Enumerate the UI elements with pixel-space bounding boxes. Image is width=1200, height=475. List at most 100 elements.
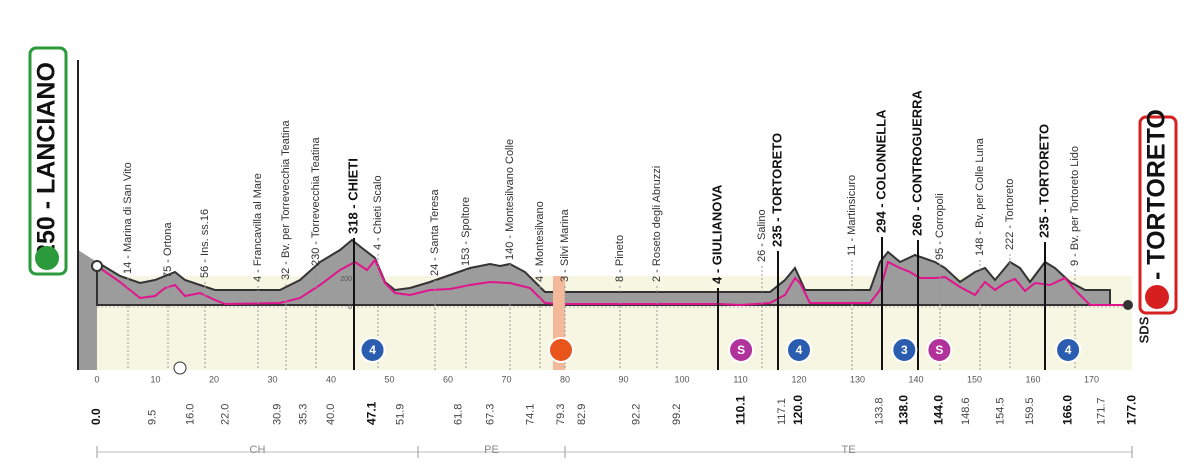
badge-label: 4 — [1065, 343, 1072, 357]
finish-icon — [1145, 285, 1169, 309]
km-label: 30 — [267, 374, 277, 384]
waypoint-label: 9 - Bv. per Tortoreto Lido — [1069, 146, 1081, 266]
distance-label: 47.1 — [365, 401, 379, 425]
distance-label: 154.5 — [995, 397, 1007, 425]
badge-label: S — [737, 343, 745, 357]
waypoint-label: 56 - Ins. ss.16 — [199, 209, 211, 278]
feed-icon — [548, 337, 574, 363]
region-label: PE — [484, 444, 499, 456]
altitude-label: 0 — [348, 304, 352, 311]
distance-label: 177.0 — [1125, 395, 1139, 425]
km-label: 130 — [850, 374, 865, 384]
start-point — [91, 260, 103, 272]
start-label: 250 - LANCIANO — [33, 62, 61, 258]
tunnel-icon — [173, 361, 187, 375]
waypoint-label: 14 - Marina di San Vito — [122, 162, 134, 274]
km-label: 170 — [1084, 374, 1099, 384]
distance-label: 159.5 — [1024, 397, 1036, 425]
distance-label: 0.0 — [89, 408, 103, 425]
distance-label: 51.9 — [395, 404, 407, 425]
distance-label: 120.0 — [791, 395, 805, 425]
waypoint-label: 8 - Pineto — [614, 235, 626, 282]
km-label: 150 — [967, 374, 982, 384]
badge — [926, 337, 953, 363]
waypoint-label: 140 - Montesilvano Colle — [504, 139, 516, 260]
km-label: 0 — [94, 374, 99, 384]
badge-label: 4 — [796, 343, 803, 357]
distance-label: 110.1 — [733, 395, 747, 425]
distance-label: 148.6 — [960, 397, 972, 425]
terrain — [96, 238, 1111, 306]
distance-label: 133.8 — [874, 397, 886, 425]
distance-label: 99.2 — [671, 404, 683, 425]
distance-label: 22.0 — [220, 404, 232, 425]
km-label: 10 — [150, 374, 160, 384]
distance-label: 30.9 — [272, 404, 284, 425]
badge — [1055, 337, 1082, 363]
km-label: 50 — [384, 374, 394, 384]
km-label: 140 — [908, 374, 923, 384]
waypoint-label: 4 - GIULIANOVA — [709, 184, 724, 284]
start-box — [28, 46, 68, 276]
finish-box — [1138, 115, 1178, 315]
badge — [728, 337, 755, 363]
km-label: 160 — [1025, 374, 1040, 384]
waypoint-label: 4 - Montesilvano — [534, 201, 546, 282]
waypoint-label: 4 - Francavilla al Mare — [252, 173, 264, 282]
distance-label: 35.3 — [297, 404, 309, 425]
distance-label: 79.3 — [555, 404, 567, 425]
distance-label: 67.3 — [485, 404, 497, 425]
badge-label: S — [935, 343, 943, 357]
waypoint-label: 222 - Tortoreto — [1004, 179, 1016, 250]
waypoint-label: 4 - Chieti Scalo — [372, 175, 384, 250]
waypoint-label: 2 - Roseto degli Abruzzi — [651, 166, 663, 282]
distance-label: 9.5 — [146, 410, 158, 425]
start-icon — [35, 246, 59, 270]
waypoint-label: 294 - COLONNELLA — [873, 109, 888, 233]
km-label: 100 — [674, 374, 689, 384]
distance-label: 61.8 — [452, 404, 464, 425]
distance-label: 74.1 — [524, 404, 536, 425]
waypoint-label: 95 - Corropoli — [934, 193, 946, 260]
badge — [891, 337, 918, 363]
region-label: CH — [250, 444, 266, 456]
road-profile — [96, 258, 1132, 307]
badge-label: 3 — [901, 343, 908, 357]
km-label: 110 — [733, 374, 747, 384]
finish-point — [1123, 300, 1133, 310]
km-label: 90 — [618, 374, 628, 384]
logo: SDS — [1136, 316, 1151, 343]
distance-label: 144.0 — [932, 395, 946, 425]
waypoint-label: 235 - TORTORETO — [1036, 124, 1051, 238]
distance-label: 117.1 — [776, 398, 788, 425]
waypoint-label: 230 - Torrevecchia Teatina — [310, 137, 322, 266]
waypoint-label: 32 - Bv. per Torrevecchia Teatina — [280, 120, 292, 280]
waypoint-label: 235 - TORTORETO — [769, 133, 784, 247]
waypoint-label: 318 - CHIETI — [345, 158, 360, 234]
distance-label: 171.7 — [1095, 397, 1107, 425]
distance-label: 166.0 — [1060, 395, 1074, 425]
waypoint-label: 11 - Martinsicuro — [846, 175, 858, 256]
km-label: 40 — [326, 374, 336, 384]
badge-label: 4 — [369, 343, 376, 357]
waypoint-label: 3 - Silvi Marina — [559, 208, 571, 282]
distance-label: 16.0 — [185, 404, 197, 425]
km-label: 80 — [560, 374, 570, 384]
waypoint-label: 260 - CONTROGUERRA — [909, 89, 924, 236]
start-slope — [78, 250, 97, 370]
waypoint-label: 26 - Salino — [756, 209, 768, 262]
finish-label: 3 - TORTORETO — [1143, 109, 1171, 301]
km-label: 120 — [791, 374, 806, 384]
region-label: TE — [841, 444, 855, 456]
altitude-label: 200 — [340, 276, 352, 283]
distance-label: 82.9 — [576, 404, 588, 425]
km-label: 20 — [209, 374, 219, 384]
waypoint-label: 148 - Bv. per Colle Luna — [974, 137, 986, 256]
distance-label: 138.0 — [896, 395, 910, 425]
badge — [786, 337, 812, 363]
distance-label: 40.0 — [325, 404, 337, 425]
waypoint-label: 75 - Ortona — [162, 221, 174, 278]
km-label: 60 — [443, 374, 453, 384]
km-label: 70 — [501, 374, 511, 384]
